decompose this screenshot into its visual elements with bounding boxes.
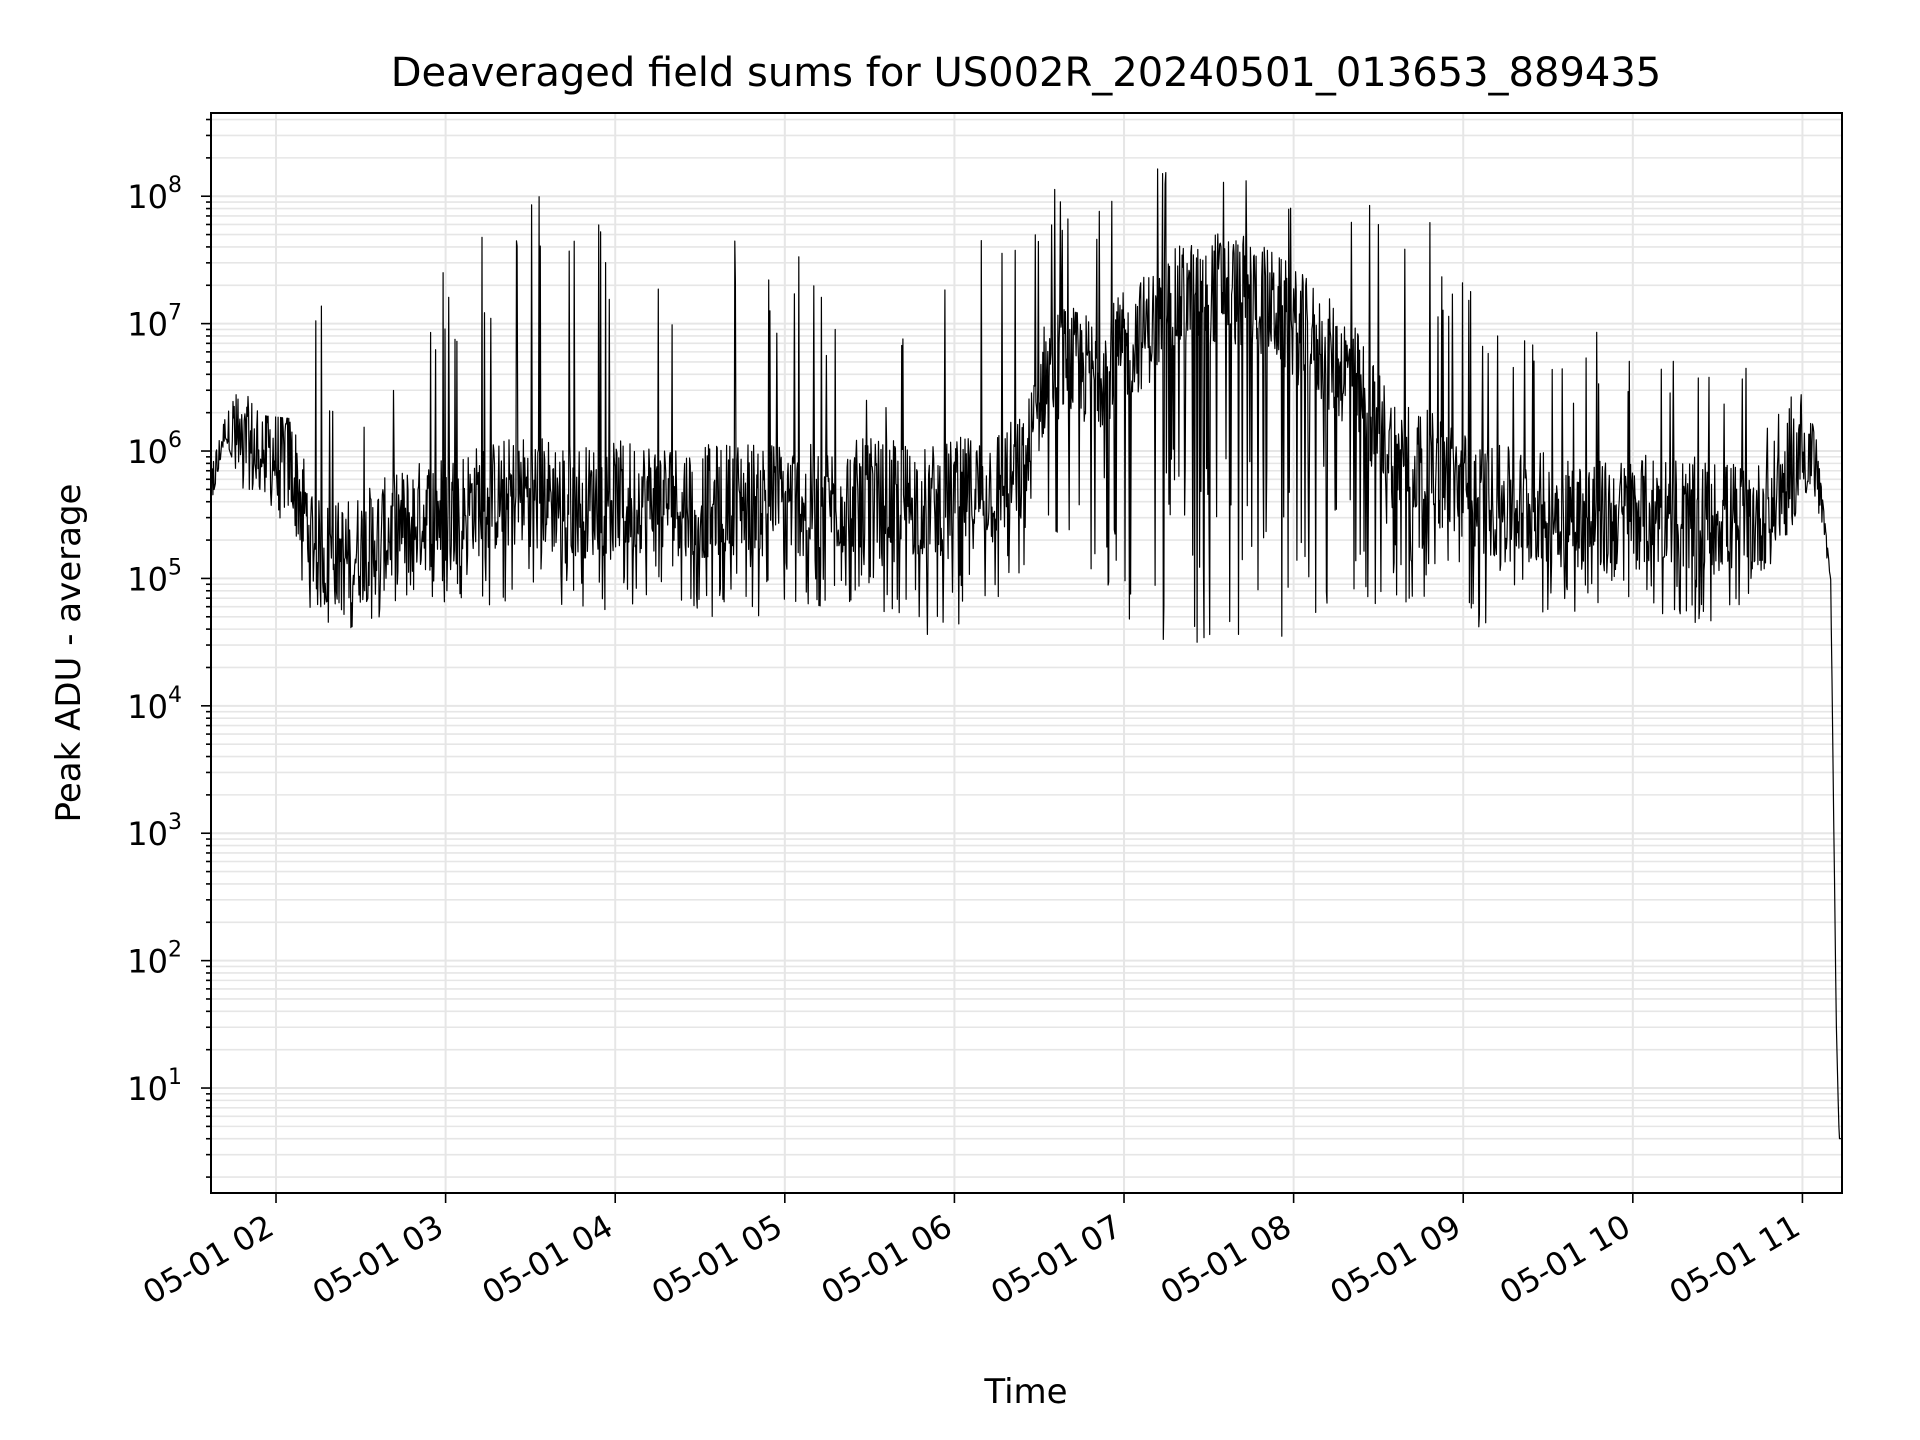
y-tick-exponent: 3 — [168, 810, 182, 835]
y-tick-base: 10 — [127, 178, 168, 216]
y-tick-label: 105 — [127, 555, 182, 598]
y-tick-base: 10 — [127, 943, 168, 981]
y-tick-base: 10 — [127, 688, 168, 726]
plot-frame — [210, 112, 1843, 1194]
y-tick-base: 10 — [127, 433, 168, 471]
y-tick-exponent: 8 — [168, 173, 182, 198]
y-tick-base: 10 — [127, 306, 168, 344]
y-tick-label: 106 — [127, 428, 182, 471]
y-tick-exponent: 7 — [168, 301, 182, 326]
y-tick-label: 103 — [127, 810, 182, 853]
y-tick-label: 102 — [127, 938, 182, 981]
y-tick-label: 101 — [127, 1065, 182, 1108]
series-line — [210, 168, 1843, 1140]
y-tick-label: 108 — [127, 173, 182, 216]
y-tick-base: 10 — [127, 1070, 168, 1108]
y-tick-exponent: 2 — [168, 938, 182, 963]
x-axis-label: Time — [983, 1372, 1067, 1412]
y-tick-label: 104 — [127, 683, 182, 726]
y-tick-base: 10 — [127, 560, 168, 598]
y-tick-exponent: 6 — [168, 428, 182, 453]
y-tick-base: 10 — [127, 815, 168, 853]
series-layer — [210, 168, 1843, 1140]
chart-title: Deaveraged field sums for US002R_2024050… — [391, 50, 1662, 96]
y-tick-exponent: 4 — [168, 683, 182, 708]
y-tick-label: 107 — [127, 301, 182, 344]
grid — [211, 113, 1842, 1193]
y-axis-label: Peak ADU - average — [49, 484, 89, 823]
y-tick-exponent: 1 — [168, 1065, 182, 1090]
y-tick-exponent: 5 — [168, 555, 182, 580]
